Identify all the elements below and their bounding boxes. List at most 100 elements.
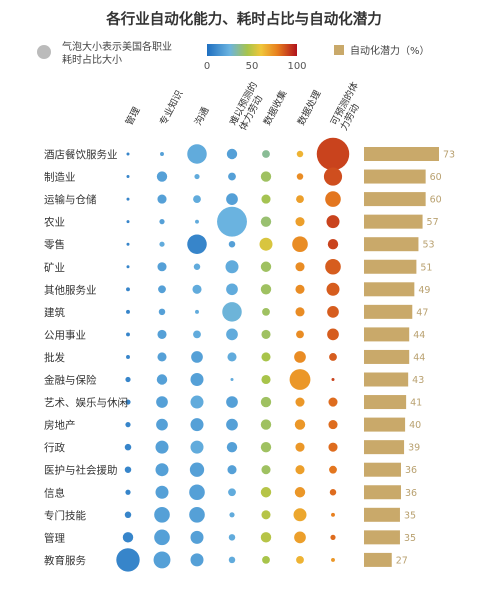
- bubble: [260, 487, 272, 498]
- bubble: [126, 197, 130, 201]
- potential-value: 51: [420, 262, 432, 273]
- bubble: [323, 167, 343, 186]
- bubble: [295, 465, 305, 475]
- potential-value: 43: [412, 375, 424, 386]
- bubble: [262, 556, 270, 564]
- potential-bar: [364, 192, 426, 207]
- bubble: [191, 351, 203, 363]
- row-label: 行政: [44, 441, 65, 454]
- bubble: [158, 308, 166, 316]
- bubble: [125, 489, 131, 495]
- bubble: [156, 396, 168, 408]
- bubble: [124, 466, 132, 473]
- bubble: [328, 397, 338, 407]
- potential-value: 27: [396, 555, 408, 566]
- bubble: [126, 309, 130, 314]
- bubble: [157, 194, 167, 204]
- potential-bar: [364, 214, 423, 229]
- bubble: [329, 489, 337, 496]
- potential-value: 41: [410, 398, 422, 409]
- bubble-grid: [116, 137, 350, 572]
- bubble: [190, 553, 204, 567]
- potential-bar: [364, 237, 419, 252]
- bubble: [295, 397, 305, 407]
- bubble: [125, 376, 131, 383]
- bubble: [261, 329, 271, 339]
- bubble: [331, 512, 335, 517]
- potential-value: 47: [416, 307, 428, 318]
- bubble: [155, 485, 169, 499]
- bubble: [193, 330, 201, 339]
- row-label: 医护与社会援助: [44, 464, 118, 477]
- bubble: [327, 328, 339, 341]
- bubble: [260, 441, 272, 453]
- scale-label: 0: [204, 61, 210, 72]
- bubble: [296, 330, 304, 339]
- bubble: [124, 443, 132, 451]
- bubble: [261, 374, 271, 385]
- bubble: [126, 332, 130, 337]
- potential-bar: [364, 327, 410, 342]
- bubble: [187, 144, 207, 164]
- row-label: 专门技能: [44, 509, 86, 522]
- bubble: [227, 352, 237, 362]
- bubble: [195, 219, 199, 224]
- potential-value: 57: [427, 217, 439, 228]
- potential-bar: [364, 417, 406, 432]
- row-label: 建筑: [44, 306, 65, 319]
- column-label: 难以预测的体力劳动: [227, 80, 270, 133]
- bubble: [159, 241, 165, 247]
- bubble: [296, 556, 304, 564]
- bubble: [226, 418, 238, 431]
- column-label: 数据处理: [295, 88, 324, 128]
- bubble: [190, 395, 204, 409]
- potential-value: 40: [409, 420, 421, 431]
- bubble: [260, 396, 272, 408]
- bubble: [225, 260, 239, 274]
- legend-color-scale: [207, 44, 297, 56]
- bubble: [158, 285, 166, 294]
- potential-bar: [364, 462, 401, 477]
- potential-bar: [364, 507, 400, 522]
- bubble: [226, 193, 238, 205]
- potential-bar: [364, 485, 401, 500]
- bubble: [260, 419, 272, 430]
- bubble: [126, 242, 130, 246]
- bubble: [126, 265, 130, 269]
- legend-bar-label: 自动化潜力（%）: [350, 44, 430, 57]
- row-label: 酒店餐饮服务业: [44, 148, 118, 161]
- potential-bar: [364, 552, 392, 567]
- bubble: [327, 306, 339, 318]
- bubble: [228, 556, 236, 564]
- bubble: [226, 328, 238, 341]
- bubble: [190, 530, 204, 544]
- bubble: [189, 462, 205, 477]
- bubble: [296, 173, 304, 180]
- bubble: [316, 137, 350, 171]
- bubble: [296, 195, 304, 204]
- scale-label: 100: [287, 61, 306, 72]
- bubble: [125, 422, 131, 428]
- potential-bar: [364, 349, 410, 364]
- row-label: 金融与保险: [44, 374, 97, 387]
- bubble: [230, 378, 234, 381]
- bubble: [260, 261, 272, 272]
- column-label: 管理: [123, 105, 143, 128]
- bubble: [228, 172, 236, 181]
- bubble: [126, 152, 130, 156]
- potential-bar: [364, 304, 413, 319]
- potential-bar: [364, 530, 400, 545]
- column-label: 可预测的体力劳动: [328, 79, 371, 132]
- bubble: [126, 355, 130, 359]
- bubble: [154, 507, 170, 523]
- bubble: [295, 262, 305, 272]
- bubble: [156, 171, 168, 182]
- row-label: 管理: [44, 531, 65, 544]
- row-label: 其他服务业: [44, 283, 97, 296]
- potential-bar: [364, 259, 417, 274]
- bubble: [126, 175, 130, 179]
- bubble: [159, 219, 165, 225]
- row-label: 农业: [44, 216, 65, 229]
